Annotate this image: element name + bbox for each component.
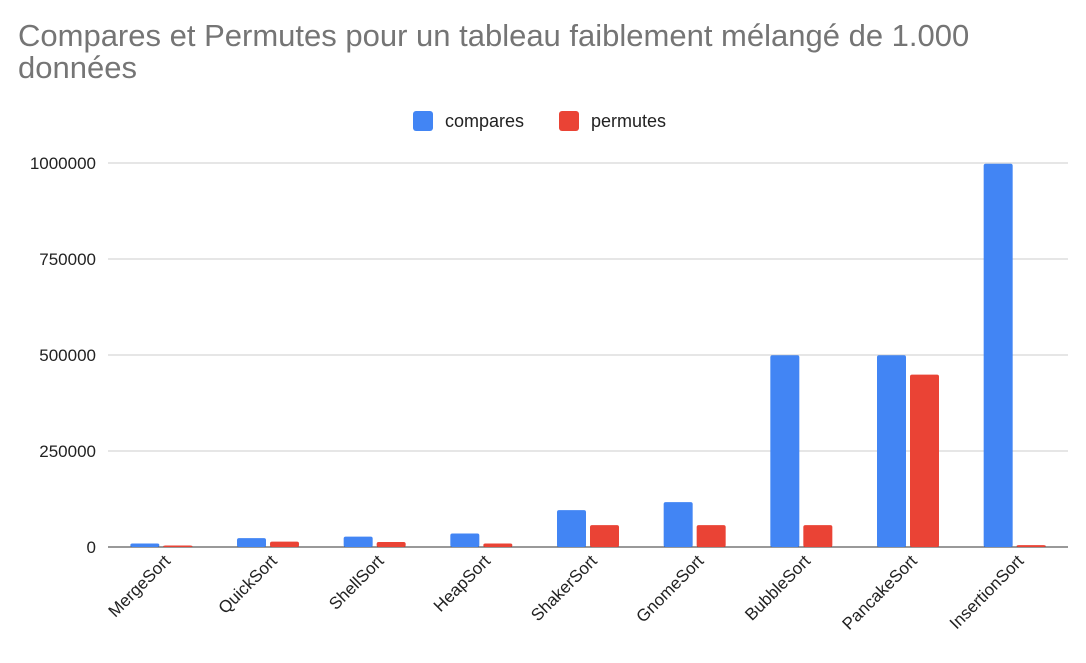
- x-tick-label-HeapSort: HeapSort: [430, 551, 494, 615]
- y-tick-label-2: 500000: [39, 346, 96, 365]
- legend-label-compares: compares: [445, 111, 524, 131]
- bar-compares-InsertionSort: [983, 163, 1013, 547]
- legend-label-permutes: permutes: [591, 111, 666, 131]
- legend-swatch-permutes: [559, 111, 579, 131]
- y-tick-label-1: 250000: [39, 442, 96, 461]
- bar-permutes-ShakerSort: [590, 525, 619, 547]
- bar-permutes-HeapSort: [483, 543, 513, 547]
- x-tick-label-InsertionSort: InsertionSort: [946, 551, 1028, 633]
- x-tick-label-BubbleSort: BubbleSort: [741, 551, 814, 624]
- bar-compares-BubbleSort: [770, 355, 800, 547]
- x-tick-label-ShakerSort: ShakerSort: [527, 551, 601, 625]
- legend-swatch-compares: [413, 111, 433, 131]
- y-tick-label-4: 1000000: [30, 154, 96, 173]
- x-tick-label-GnomeSort: GnomeSort: [633, 551, 708, 626]
- bar-compares-GnomeSort: [663, 502, 693, 547]
- y-tick-label-0: 0: [87, 538, 96, 557]
- bar-compares-HeapSort: [450, 533, 480, 547]
- bar-permutes-QuickSort: [270, 541, 299, 547]
- bar-permutes-GnomeSort: [696, 525, 726, 547]
- x-tick-label-PancakeSort: PancakeSort: [839, 551, 921, 633]
- bar-permutes-PancakeSort: [910, 374, 939, 547]
- bar-compares-ShellSort: [343, 536, 373, 547]
- x-tick-label-ShellSort: ShellSort: [325, 551, 387, 613]
- bar-compares-QuickSort: [237, 538, 266, 547]
- x-tick-label-QuickSort: QuickSort: [215, 551, 281, 617]
- bar-compares-PancakeSort: [877, 355, 906, 547]
- bar-compares-MergeSort: [130, 543, 160, 547]
- y-tick-label-3: 750000: [39, 250, 96, 269]
- bar-permutes-MergeSort: [163, 545, 193, 547]
- bar-permutes-InsertionSort: [1016, 545, 1046, 547]
- chart-title: Compares et Permutes pour un tableau fai…: [18, 18, 970, 85]
- bar-compares-ShakerSort: [557, 510, 586, 547]
- bar-permutes-ShellSort: [376, 542, 406, 547]
- bar-permutes-BubbleSort: [803, 525, 833, 547]
- x-tick-label-MergeSort: MergeSort: [105, 551, 175, 621]
